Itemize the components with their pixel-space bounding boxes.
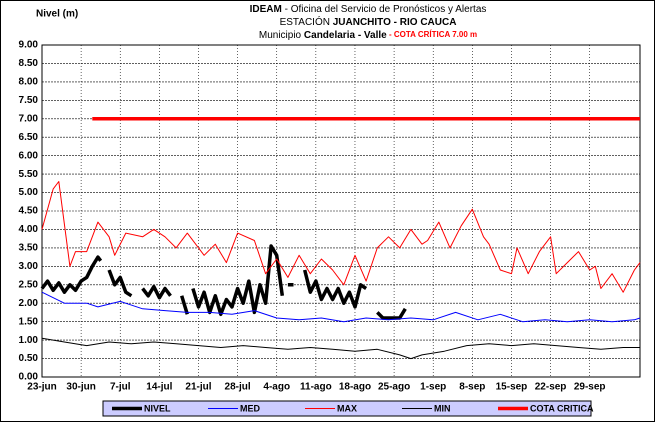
y-tick-label: 0.00 — [19, 372, 39, 383]
y-tick-label: 4.00 — [19, 224, 39, 235]
x-tick-label: 21-jul — [185, 382, 211, 393]
title-part: ESTACIÓN — [280, 15, 333, 28]
title-part: Municipio — [259, 30, 304, 41]
title-part: IDEAM — [250, 4, 282, 15]
x-tick-label: 30-jun — [66, 382, 95, 393]
series-line — [41, 337, 640, 360]
legend-label: MAX — [337, 403, 357, 413]
title-line: Municipio Candelaria - Valle - COTA CRÍT… — [259, 30, 477, 41]
y-tick-label: 9.00 — [19, 40, 39, 51]
title-part: - COTA CRÍTICA 7.00 m — [387, 30, 477, 39]
y-tick-label: 6.00 — [19, 150, 39, 161]
y-tick-label: 3.50 — [19, 243, 39, 254]
y-tick-label: 0.50 — [19, 353, 39, 364]
series-line — [41, 291, 641, 323]
x-tick-label: 14-jul — [146, 382, 172, 393]
x-tick-label: 23-jun — [27, 382, 56, 393]
title-part: Candelaria - Valle — [304, 30, 387, 41]
y-tick-label: 2.50 — [19, 279, 39, 290]
y-tick-label: 7.00 — [19, 113, 39, 124]
x-tick-label: 29-sep — [574, 382, 606, 393]
y-tick-label: 2.00 — [19, 298, 39, 309]
y-tick-label: 1.00 — [19, 335, 39, 346]
y-tick-label: 7.50 — [19, 95, 39, 106]
y-tick-label: 8.00 — [19, 77, 39, 88]
legend-label: NIVEL — [144, 403, 171, 413]
x-tick-label: 7-jul — [110, 382, 131, 393]
y-tick-label: 8.50 — [19, 58, 39, 69]
legend — [102, 400, 592, 417]
series-line — [41, 181, 641, 293]
y-tick-label: 6.50 — [19, 132, 39, 143]
x-tick-label: 8-sep — [459, 382, 485, 393]
y-axis-label: Nivel (m) — [36, 9, 78, 20]
x-tick-label: 1-sep — [420, 382, 446, 393]
y-tick-label: 1.50 — [19, 316, 39, 327]
x-tick-label: 18-ago — [339, 382, 371, 393]
series-line — [40, 244, 407, 320]
title-part: - Oficina del Servicio de Pronósticos y … — [282, 4, 487, 15]
y-tick-label: 3.00 — [19, 261, 39, 272]
legend-label: MED — [240, 403, 261, 413]
title-part: JUANCHITO - RIO CAUCA — [333, 17, 457, 28]
title-line: IDEAM - Oficina del Servicio de Pronósti… — [250, 4, 487, 15]
y-tick-label: 4.50 — [19, 206, 39, 217]
x-tick-label: 28-jul — [225, 382, 251, 393]
title-line: ESTACIÓN JUANCHITO - RIO CAUCA — [280, 15, 457, 28]
x-tick-label: 15-sep — [496, 382, 528, 393]
x-tick-label: 4-ago — [263, 382, 290, 393]
x-tick-label: 25-ago — [378, 382, 410, 393]
legend-label: COTA CRITICA — [530, 403, 594, 413]
x-tick-label: 11-ago — [300, 382, 332, 393]
x-tick-label: 22-sep — [535, 382, 567, 393]
legend-label: MIN — [434, 403, 451, 413]
y-tick-label: 5.50 — [19, 169, 39, 180]
y-tick-label: 5.00 — [19, 187, 39, 198]
